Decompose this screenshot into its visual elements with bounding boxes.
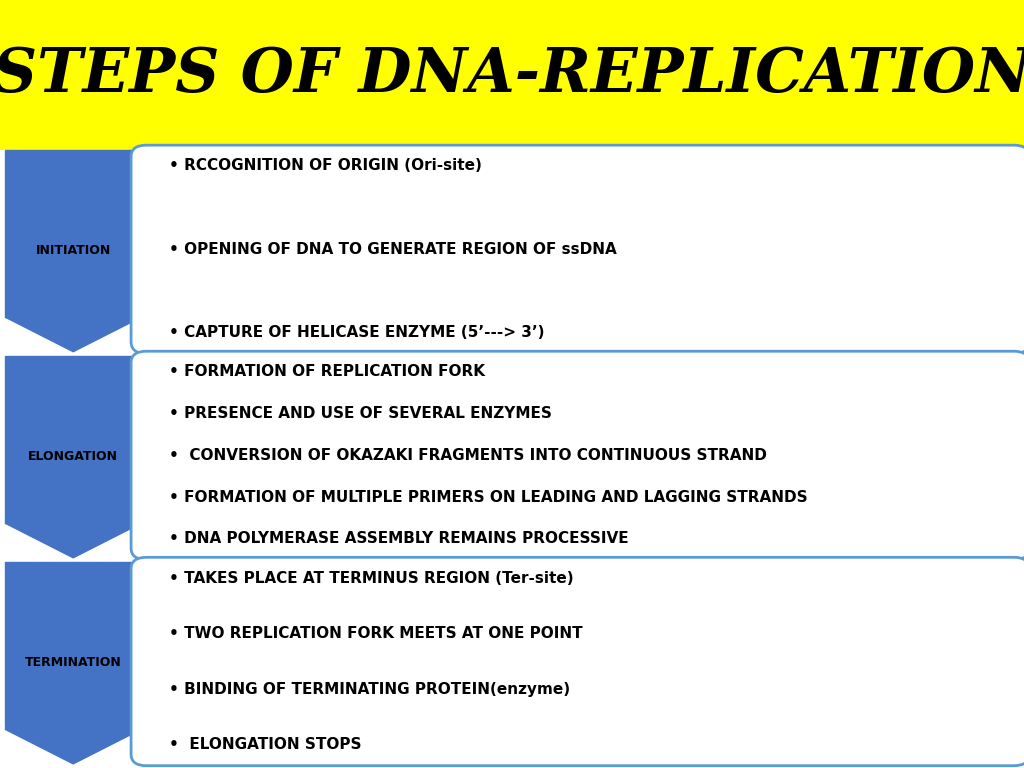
Text: INITIATION: INITIATION bbox=[36, 244, 111, 257]
Text: • PRESENCE AND USE OF SEVERAL ENZYMES: • PRESENCE AND USE OF SEVERAL ENZYMES bbox=[169, 406, 552, 421]
FancyBboxPatch shape bbox=[131, 145, 1024, 353]
Polygon shape bbox=[5, 356, 141, 523]
Text: •  CONVERSION OF OKAZAKI FRAGMENTS INTO CONTINUOUS STRAND: • CONVERSION OF OKAZAKI FRAGMENTS INTO C… bbox=[169, 448, 767, 463]
Text: TERMINATION: TERMINATION bbox=[25, 657, 122, 670]
Text: ELONGATION: ELONGATION bbox=[29, 450, 118, 463]
Text: •  ELONGATION STOPS: • ELONGATION STOPS bbox=[169, 737, 361, 753]
Polygon shape bbox=[5, 730, 141, 764]
Text: STEPS OF DNA-REPLICATION: STEPS OF DNA-REPLICATION bbox=[0, 45, 1024, 105]
FancyBboxPatch shape bbox=[131, 558, 1024, 766]
FancyBboxPatch shape bbox=[0, 0, 1024, 150]
Text: • TWO REPLICATION FORK MEETS AT ONE POINT: • TWO REPLICATION FORK MEETS AT ONE POIN… bbox=[169, 626, 583, 641]
Text: • BINDING OF TERMINATING PROTEIN(enzyme): • BINDING OF TERMINATING PROTEIN(enzyme) bbox=[169, 682, 570, 697]
Text: • FORMATION OF MULTIPLE PRIMERS ON LEADING AND LAGGING STRANDS: • FORMATION OF MULTIPLE PRIMERS ON LEADI… bbox=[169, 490, 808, 505]
Polygon shape bbox=[5, 150, 141, 317]
Polygon shape bbox=[5, 523, 141, 558]
Text: • DNA POLYMERASE ASSEMBLY REMAINS PROCESSIVE: • DNA POLYMERASE ASSEMBLY REMAINS PROCES… bbox=[169, 531, 629, 546]
Text: • OPENING OF DNA TO GENERATE REGION OF ssDNA: • OPENING OF DNA TO GENERATE REGION OF s… bbox=[169, 242, 616, 257]
Text: • FORMATION OF REPLICATION FORK: • FORMATION OF REPLICATION FORK bbox=[169, 365, 485, 379]
FancyBboxPatch shape bbox=[131, 351, 1024, 560]
Text: • TAKES PLACE AT TERMINUS REGION (Ter-site): • TAKES PLACE AT TERMINUS REGION (Ter-si… bbox=[169, 571, 573, 585]
Polygon shape bbox=[5, 562, 141, 730]
Polygon shape bbox=[5, 317, 141, 352]
Text: • RCCOGNITION OF ORIGIN (Ori-site): • RCCOGNITION OF ORIGIN (Ori-site) bbox=[169, 158, 482, 174]
Text: • CAPTURE OF HELICASE ENZYME (5’---> 3’): • CAPTURE OF HELICASE ENZYME (5’---> 3’) bbox=[169, 326, 545, 340]
